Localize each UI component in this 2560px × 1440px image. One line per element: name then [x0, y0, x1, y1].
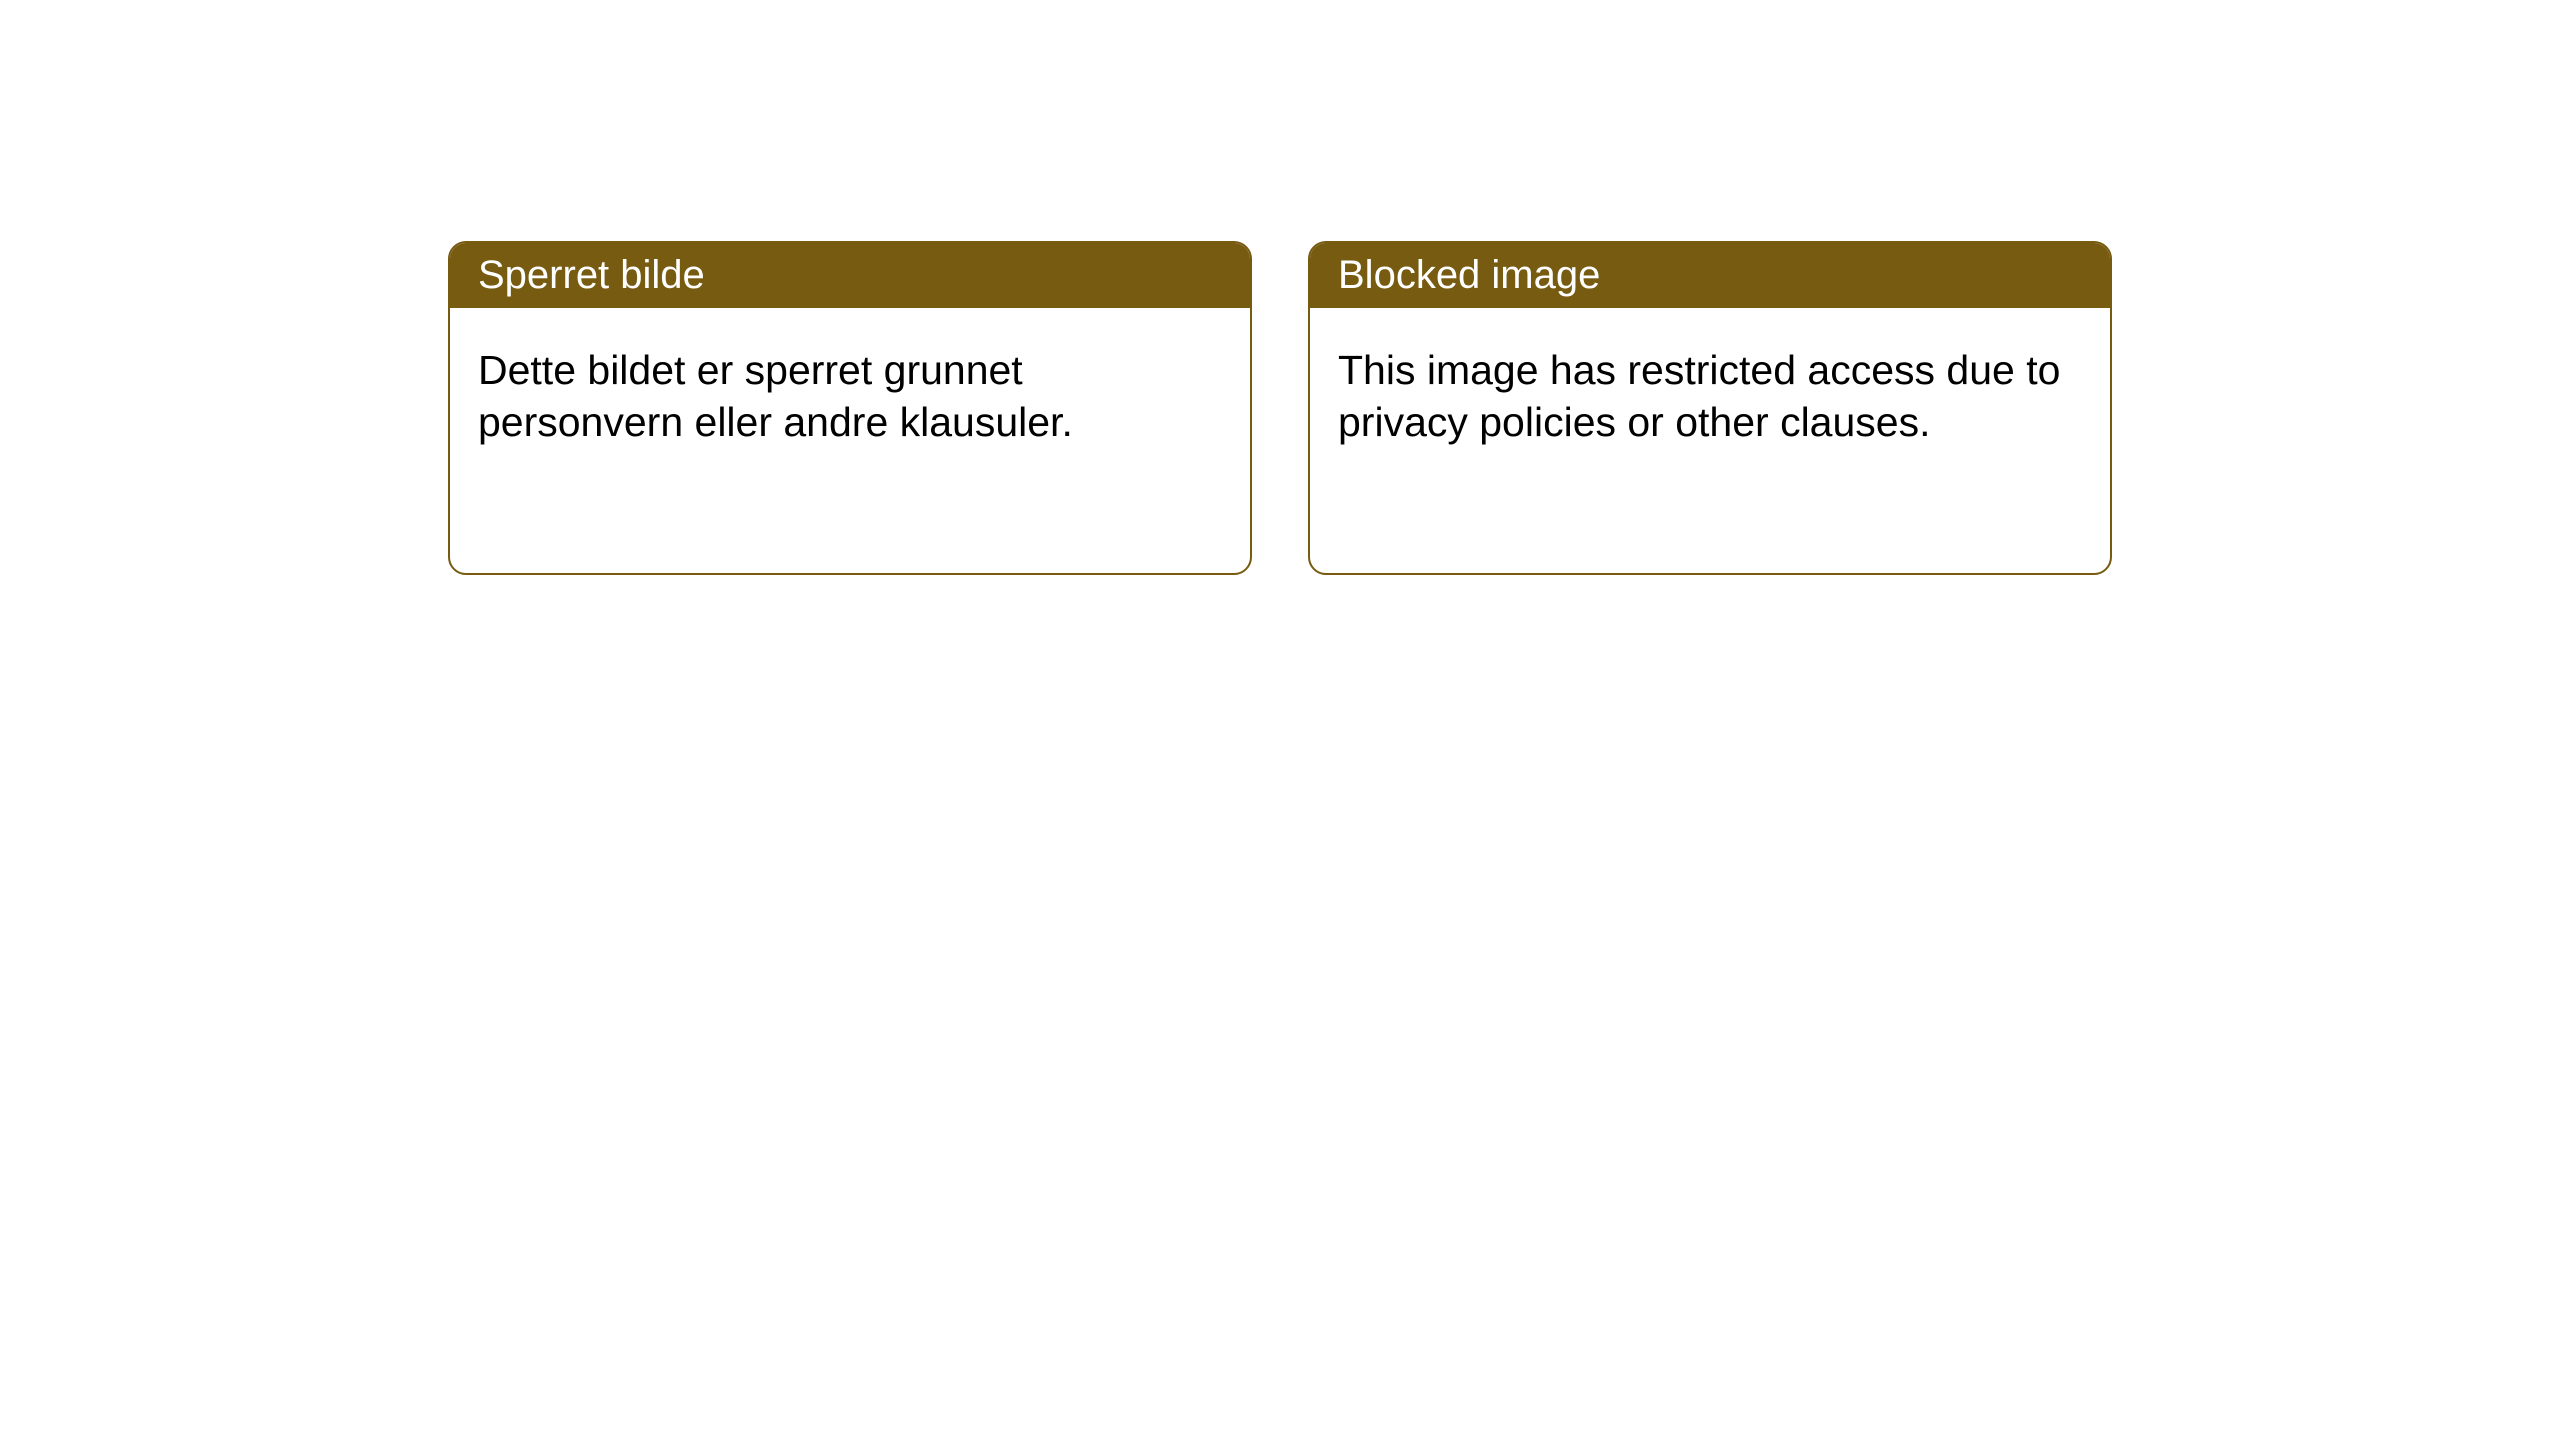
notice-header-text: Blocked image: [1338, 253, 1600, 297]
notice-card-english: Blocked image This image has restricted …: [1308, 241, 2112, 575]
notice-body: Dette bildet er sperret grunnet personve…: [450, 308, 1250, 485]
notice-body-text: Dette bildet er sperret grunnet personve…: [478, 347, 1073, 445]
notice-body: This image has restricted access due to …: [1310, 308, 2110, 485]
notice-header-text: Sperret bilde: [478, 253, 705, 297]
notice-body-text: This image has restricted access due to …: [1338, 347, 2060, 445]
notice-header: Sperret bilde: [450, 243, 1250, 308]
notice-header: Blocked image: [1310, 243, 2110, 308]
notice-card-norwegian: Sperret bilde Dette bildet er sperret gr…: [448, 241, 1252, 575]
notice-container: Sperret bilde Dette bildet er sperret gr…: [0, 0, 2560, 575]
